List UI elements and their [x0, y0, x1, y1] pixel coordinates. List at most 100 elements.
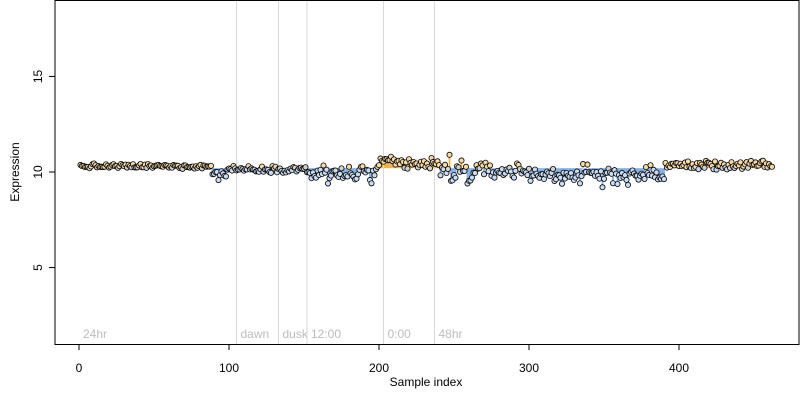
- y-tick-label: 5: [31, 264, 45, 271]
- deviation-bar: [387, 160, 389, 169]
- deviation-bar: [460, 160, 463, 169]
- deviation-bar: [466, 168, 469, 184]
- deviation-bar: [556, 168, 559, 175]
- data-point: [712, 158, 719, 165]
- data-point: [641, 175, 648, 182]
- deviation-bar: [369, 168, 371, 181]
- data-point: [614, 180, 621, 187]
- deviation-bar: [225, 168, 227, 177]
- data-point: [480, 171, 487, 178]
- data-point: [444, 165, 451, 172]
- data-point: [302, 164, 309, 171]
- data-point: [599, 184, 606, 191]
- data-point: [323, 166, 330, 173]
- x-tick-label: 100: [219, 361, 239, 375]
- data-point: [695, 166, 702, 173]
- deviation-bar: [558, 168, 560, 176]
- deviation-bar: [450, 168, 452, 181]
- y-tick-label: 10: [31, 165, 45, 179]
- x-tick-label: 0: [76, 361, 83, 375]
- data-point: [368, 180, 375, 187]
- deviation-bar: [468, 168, 470, 181]
- deviation-bar: [381, 160, 383, 169]
- deviation-bar: [636, 168, 638, 176]
- data-point: [267, 169, 274, 176]
- time-guide-label: 48hr: [439, 327, 463, 341]
- data-point: [685, 158, 692, 165]
- data-point: [584, 161, 591, 168]
- deviation-bar: [553, 168, 556, 181]
- deviation-bar: [354, 168, 356, 180]
- deviation-bar: [342, 168, 344, 178]
- axis-layer: 0 100 200 300 400 5 10 15: [31, 69, 689, 375]
- time-guide-label: 24hr: [83, 327, 107, 341]
- deviation-bar: [658, 168, 661, 178]
- data-point: [653, 169, 660, 176]
- data-point: [623, 176, 630, 183]
- data-point: [526, 165, 533, 172]
- data-point: [491, 174, 498, 181]
- data-point: [577, 180, 584, 187]
- y-axis-title: Expression: [8, 142, 22, 201]
- deviation-bar: [624, 168, 626, 176]
- data-point: [452, 174, 459, 181]
- deviation-bar: [448, 154, 451, 169]
- deviation-bar: [714, 161, 716, 169]
- data-point: [625, 181, 632, 188]
- data-point: [437, 172, 444, 179]
- deviation-bar: [661, 168, 664, 177]
- data-point: [324, 180, 331, 187]
- deviation-bar: [439, 168, 442, 176]
- deviation-bar: [618, 168, 620, 176]
- time-guide-label: 12:00: [311, 327, 341, 341]
- data-point: [446, 151, 453, 158]
- deviation-bar: [385, 159, 388, 169]
- deviation-bar: [346, 168, 349, 177]
- data-point: [441, 161, 448, 168]
- point-layer: [77, 151, 776, 191]
- x-tick-label: 200: [369, 361, 389, 375]
- deviation-bar: [453, 168, 455, 176]
- deviation-bar: [627, 168, 629, 185]
- deviation-bar: [388, 160, 391, 169]
- data-point: [222, 173, 229, 180]
- data-point: [701, 164, 708, 171]
- data-point: [426, 165, 433, 172]
- deviation-bar: [391, 161, 394, 169]
- data-point: [404, 165, 411, 172]
- data-point: [371, 172, 378, 179]
- deviation-bar: [660, 168, 662, 179]
- data-point: [345, 163, 352, 170]
- data-point: [359, 163, 366, 170]
- data-point: [647, 162, 654, 169]
- deviation-bar: [531, 168, 533, 177]
- data-point: [320, 162, 327, 169]
- plot-frame: [54, 0, 800, 345]
- time-guide-label: dawn: [241, 327, 270, 341]
- deviation-bar: [370, 168, 373, 184]
- deviation-bar: [345, 168, 347, 176]
- x-tick-label: 400: [669, 361, 689, 375]
- deviation-bar: [663, 168, 665, 180]
- deviation-bar: [402, 161, 404, 169]
- x-axis-title: Sample index: [390, 375, 463, 389]
- data-point: [458, 157, 465, 164]
- y-tick-label: 15: [31, 69, 45, 83]
- data-point: [550, 165, 557, 172]
- deviation-bar: [483, 168, 485, 175]
- x-tick-label: 300: [519, 361, 539, 375]
- time-guide-label: 0:00: [388, 327, 412, 341]
- data-point: [661, 176, 668, 183]
- data-point: [207, 162, 214, 169]
- data-point: [338, 165, 345, 172]
- data-point: [486, 162, 493, 169]
- deviation-bar: [573, 168, 575, 181]
- data-point: [601, 175, 608, 182]
- time-guide-label: dusk: [283, 327, 309, 341]
- data-point: [769, 163, 776, 170]
- data-point: [215, 177, 222, 184]
- deviation-bar: [469, 168, 472, 181]
- data-point: [375, 162, 382, 169]
- data-point: [462, 163, 469, 170]
